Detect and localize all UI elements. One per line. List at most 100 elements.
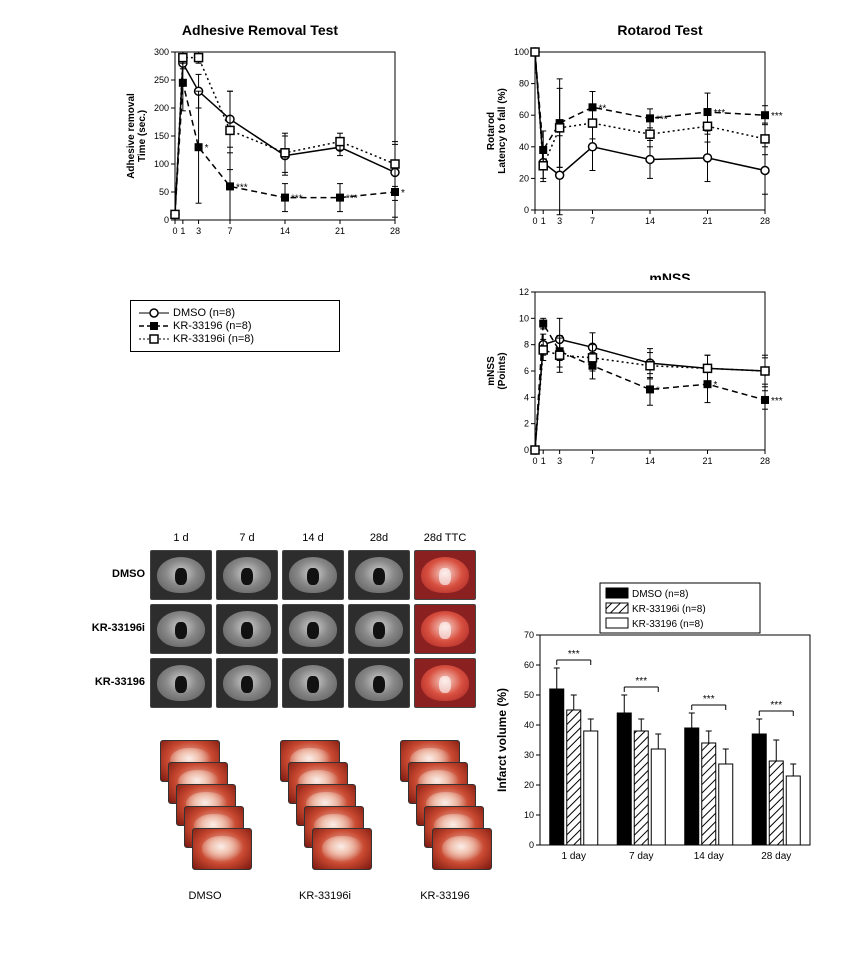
svg-text:50: 50 — [524, 690, 534, 700]
svg-text:0: 0 — [529, 840, 534, 850]
svg-text:mNSS: mNSS — [486, 356, 497, 386]
svg-text:DMSO (n=8): DMSO (n=8) — [632, 589, 688, 600]
brain-col-label: 28d TTC — [414, 532, 476, 544]
svg-text:12: 12 — [519, 287, 529, 297]
ttc-stack-label: KR-33196 — [395, 890, 495, 902]
svg-text:***: *** — [236, 182, 248, 193]
brain-col-label: 7 d — [216, 532, 278, 544]
svg-text:0: 0 — [532, 456, 537, 466]
svg-text:***: *** — [346, 194, 358, 205]
svg-text:***: *** — [771, 111, 783, 122]
svg-text:80: 80 — [519, 79, 529, 89]
svg-text:Time (sec.): Time (sec.) — [137, 110, 148, 162]
svg-text:*: * — [205, 143, 209, 154]
svg-text:7: 7 — [590, 456, 595, 466]
legend-item-dmso: DMSO (n=8) — [139, 307, 331, 319]
svg-text:Infarct volume (%): Infarct volume (%) — [495, 688, 509, 792]
ttc-stack — [160, 740, 270, 900]
svg-text:***: *** — [714, 108, 726, 119]
brain-image — [216, 550, 278, 600]
ttc-stack-label: DMSO — [155, 890, 255, 902]
svg-text:28: 28 — [760, 456, 770, 466]
svg-text:0: 0 — [524, 445, 529, 455]
ttc-slice — [432, 828, 492, 870]
svg-text:40: 40 — [519, 142, 529, 152]
brain-col-label: 1 d — [150, 532, 212, 544]
legend-label-kr33196: KR-33196 (n=8) — [173, 320, 252, 332]
svg-text:10: 10 — [519, 313, 529, 323]
svg-text:***: *** — [568, 649, 580, 660]
brain-image — [414, 550, 476, 600]
mnss-chart: 0246810120137142128mNSS(Points)***** — [480, 280, 780, 480]
svg-text:300: 300 — [154, 47, 169, 57]
svg-text:7: 7 — [590, 216, 595, 226]
svg-text:Latency to fall (%): Latency to fall (%) — [497, 88, 508, 174]
svg-text:200: 200 — [154, 103, 169, 113]
svg-text:0: 0 — [524, 205, 529, 215]
infarct-barchart: DMSO (n=8) KR-33196i (n=8) KR-33196 (n=8) 0… — [490, 580, 820, 880]
brain-image — [348, 550, 410, 600]
svg-text:28 day: 28 day — [761, 851, 791, 862]
brain-image — [150, 658, 212, 708]
rotarod-chart: 0204060801000137142128RotarodLatency to … — [480, 40, 780, 240]
ttc-stack-label: KR-33196i — [275, 890, 375, 902]
svg-text:3: 3 — [557, 456, 562, 466]
svg-text:2: 2 — [524, 419, 529, 429]
svg-text:(Points): (Points) — [497, 352, 508, 389]
brain-col-label: 28d — [348, 532, 410, 544]
svg-text:28: 28 — [760, 216, 770, 226]
svg-text:Rotarod: Rotarod — [486, 112, 497, 150]
svg-text:40: 40 — [524, 720, 534, 730]
adhesive-title: Adhesive Removal Test — [130, 22, 390, 38]
svg-text:***: *** — [771, 396, 783, 407]
svg-text:100: 100 — [154, 159, 169, 169]
brain-image — [414, 604, 476, 654]
svg-text:0: 0 — [532, 216, 537, 226]
svg-text:1: 1 — [541, 216, 546, 226]
brain-image — [414, 658, 476, 708]
svg-text:0: 0 — [164, 215, 169, 225]
svg-text:*: * — [656, 385, 660, 396]
svg-text:1: 1 — [541, 456, 546, 466]
svg-text:6: 6 — [524, 366, 529, 376]
svg-text:*: * — [714, 380, 718, 391]
rotarod-title: Rotarod Test — [540, 22, 780, 38]
svg-text:***: *** — [703, 694, 715, 705]
svg-text:14: 14 — [645, 456, 655, 466]
ttc-slice — [192, 828, 252, 870]
svg-text:30: 30 — [524, 750, 534, 760]
svg-text:250: 250 — [154, 75, 169, 85]
svg-text:3: 3 — [557, 216, 562, 226]
svg-text:8: 8 — [524, 340, 529, 350]
svg-text:KR-33196 (n=8): KR-33196 (n=8) — [632, 619, 703, 630]
svg-text:60: 60 — [524, 660, 534, 670]
brain-image — [282, 550, 344, 600]
brain-row-label: DMSO — [85, 568, 145, 580]
svg-text:50: 50 — [159, 187, 169, 197]
svg-text:150: 150 — [154, 131, 169, 141]
brain-image — [216, 658, 278, 708]
legend-line-kr33196 — [139, 320, 169, 332]
brain-image — [150, 550, 212, 600]
svg-text:*: * — [401, 188, 405, 199]
adhesive-chart: 0501001502002503000137142128Adhesive rem… — [120, 40, 410, 250]
svg-text:21: 21 — [702, 216, 712, 226]
svg-text:10: 10 — [524, 810, 534, 820]
brain-image — [348, 658, 410, 708]
brain-image — [282, 658, 344, 708]
legend-label-kr33196i: KR-33196i (n=8) — [173, 333, 254, 345]
svg-text:Adhesive removal: Adhesive removal — [126, 93, 137, 179]
svg-text:***: *** — [635, 676, 647, 687]
svg-text:3: 3 — [196, 226, 201, 236]
brain-image — [216, 604, 278, 654]
svg-text:60: 60 — [519, 110, 529, 120]
svg-text:KR-33196i (n=8): KR-33196i (n=8) — [632, 604, 706, 615]
svg-text:7 day: 7 day — [629, 851, 653, 862]
ttc-stack — [280, 740, 390, 900]
svg-text:***: *** — [291, 194, 303, 205]
brain-image — [348, 604, 410, 654]
brain-row-label: KR-33196i — [85, 622, 145, 634]
svg-text:14: 14 — [645, 216, 655, 226]
svg-text:100: 100 — [514, 47, 529, 57]
legend-line-kr33196i — [139, 333, 169, 345]
